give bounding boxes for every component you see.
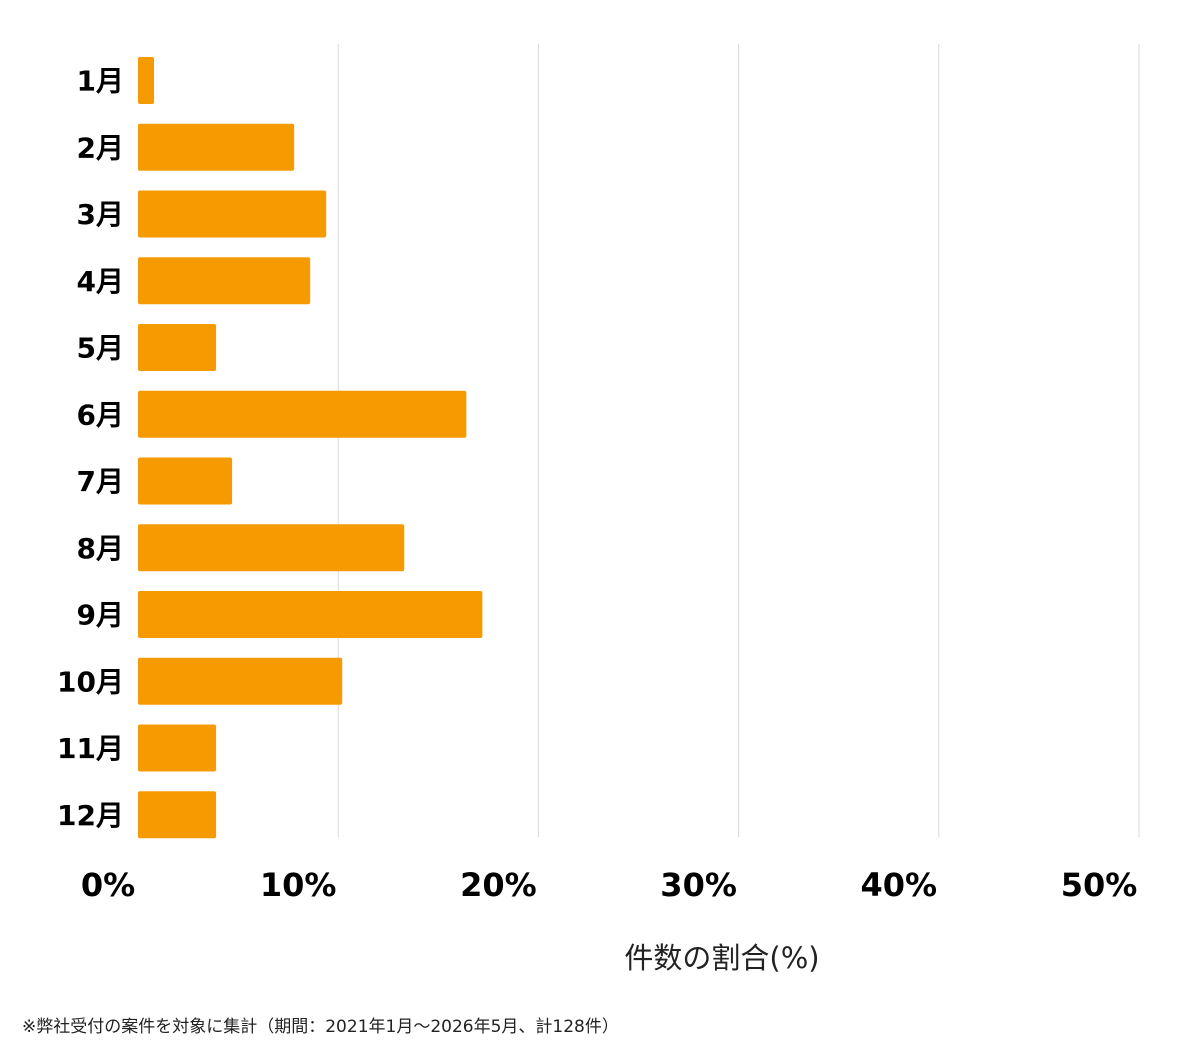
category-label: 7月	[77, 465, 124, 498]
bar	[138, 390, 467, 438]
category-label: 3月	[77, 198, 124, 231]
category-label: 10月	[57, 665, 124, 698]
x-axis-label: 件数の割合(%)	[624, 941, 819, 975]
bar	[138, 457, 233, 505]
category-label: 11月	[57, 732, 124, 765]
x-tick-label: 0%	[81, 866, 135, 904]
bar	[138, 190, 327, 238]
x-tick-label: 10%	[260, 866, 337, 904]
x-tick-label: 30%	[660, 866, 737, 904]
bar	[138, 324, 217, 371]
category-label: 2月	[77, 131, 124, 164]
category-label: 12月	[57, 799, 124, 832]
category-label: 4月	[77, 265, 124, 298]
footnote: ※弊社受付の案件を対象に集計（期間：2021年1月～2026年5月、計128件）	[22, 1017, 619, 1037]
bar	[138, 724, 217, 772]
bar	[138, 57, 155, 104]
bar	[138, 123, 295, 171]
x-tick-labels: 0% 10% 20% 30% 40% 50%	[81, 866, 1137, 904]
bar	[138, 257, 311, 305]
bar	[138, 591, 483, 638]
chart: 1月 2月 3月 4月 5月 6月 7月 8月 9月 10月 11月 12月 0% 10% 20% 30% 4…	[57, 44, 1140, 975]
bar	[138, 657, 343, 705]
x-tick-label: 40%	[861, 866, 938, 904]
category-label: 1月	[77, 65, 124, 98]
x-tick-label: 20%	[460, 866, 537, 904]
category-label: 6月	[77, 398, 124, 431]
x-tick-label: 50%	[1061, 866, 1138, 904]
grid-lines	[337, 44, 1140, 837]
category-label: 5月	[77, 332, 124, 365]
category-label: 9月	[77, 599, 124, 632]
bar	[138, 524, 405, 572]
category-labels: 1月 2月 3月 4月 5月 6月 7月 8月 9月 10月 11月 12月	[57, 65, 124, 832]
bars	[138, 57, 483, 839]
category-label: 8月	[77, 532, 124, 565]
bar	[138, 791, 217, 839]
